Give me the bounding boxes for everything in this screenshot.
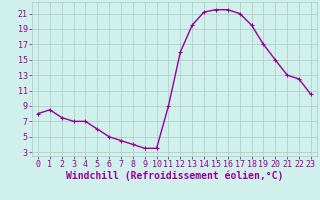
X-axis label: Windchill (Refroidissement éolien,°C): Windchill (Refroidissement éolien,°C) xyxy=(66,171,283,181)
